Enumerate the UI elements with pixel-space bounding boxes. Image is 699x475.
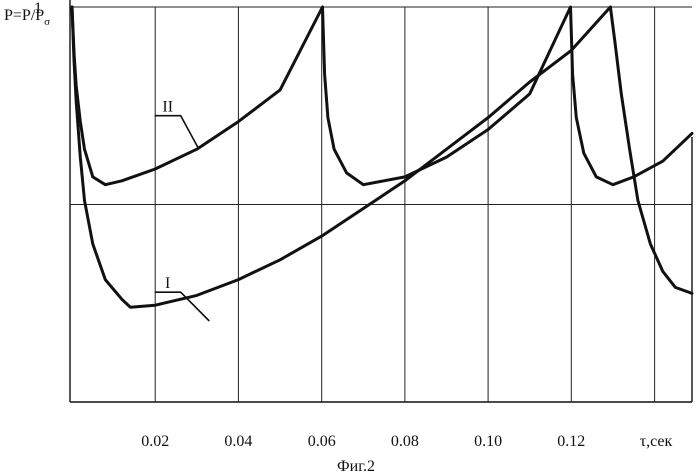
x-tick-label: 0.06 — [308, 433, 336, 450]
series-line-I — [72, 7, 692, 307]
series-annotation-leader — [155, 292, 210, 321]
series-annotation-label: II — [162, 99, 173, 116]
x-tick-label: 0.08 — [391, 433, 419, 450]
x-tick-label: 0.12 — [557, 433, 585, 450]
x-tick-label: 0.04 — [224, 433, 252, 450]
annotations: III — [155, 99, 210, 321]
series-annotation-leader — [155, 116, 199, 150]
series-line-II — [72, 7, 692, 185]
figure-caption: Фиг.2 — [337, 458, 375, 475]
series-annotation-label: I — [165, 275, 170, 292]
y-axis-label-subscript: σ — [44, 16, 50, 28]
y-axis-label: P=P/Pσ — [4, 7, 50, 28]
series-lines — [72, 7, 692, 307]
x-axis-label: τ,сек — [640, 433, 673, 450]
x-tick-labels: 0.02 0.04 0.06 0.08 0.10 0.12 — [141, 433, 585, 450]
plot-frame — [70, 0, 692, 402]
x-tick-label: 0.02 — [141, 433, 169, 450]
gridlines — [70, 7, 692, 402]
x-tick-label: 0.10 — [474, 433, 502, 450]
y-axis-label-main: P=P/P — [4, 7, 44, 24]
